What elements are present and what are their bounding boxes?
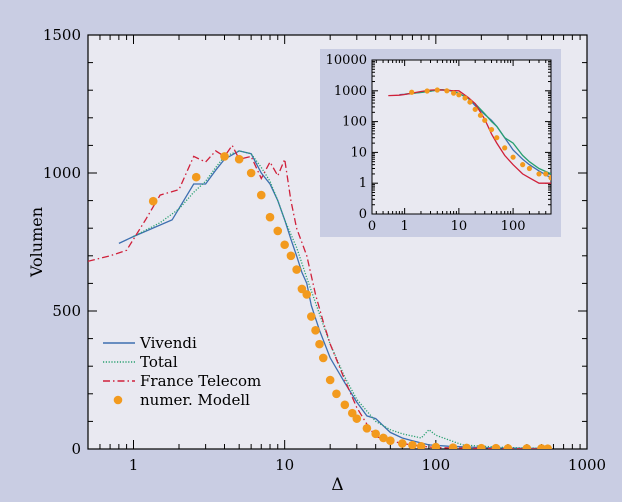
x-tick-label: 1 bbox=[129, 456, 139, 474]
inset-model-point bbox=[477, 112, 484, 118]
model-point bbox=[462, 443, 471, 449]
inset-x-tick-label: 100 bbox=[501, 219, 526, 234]
model-point bbox=[302, 290, 312, 299]
model-point bbox=[408, 440, 417, 449]
y-tick-label: 1000 bbox=[43, 164, 81, 182]
series-line-total bbox=[133, 150, 542, 449]
x-axis-label: Δ bbox=[331, 475, 343, 495]
model-point bbox=[292, 265, 301, 274]
main-series-group bbox=[88, 144, 553, 449]
model-point bbox=[311, 326, 320, 335]
inset-model-point bbox=[502, 145, 508, 151]
model-point bbox=[273, 226, 283, 236]
model-point bbox=[431, 442, 441, 449]
model-point bbox=[379, 433, 388, 443]
model-point bbox=[280, 240, 289, 250]
inset-model-point bbox=[494, 135, 500, 141]
model-point bbox=[352, 414, 362, 423]
x-tick-label: 1000 bbox=[568, 456, 606, 474]
y-tick-label: 500 bbox=[52, 302, 81, 320]
model-point bbox=[297, 284, 307, 294]
legend-label: Vivendi bbox=[139, 334, 197, 352]
legend-label: Total bbox=[140, 353, 178, 371]
inset-model-point bbox=[424, 88, 430, 94]
inset-x-tick-label: 1 bbox=[401, 219, 409, 234]
inset-y-tick-label: 10 bbox=[350, 145, 367, 160]
model-point bbox=[503, 444, 513, 449]
inset-model-point bbox=[456, 92, 462, 98]
inset-y-tick-label: 1 bbox=[359, 176, 367, 191]
model-point bbox=[397, 439, 407, 448]
inset-model-point bbox=[488, 126, 495, 133]
inset-model-point bbox=[543, 171, 549, 177]
model-point bbox=[286, 251, 296, 261]
y-tick-label: 0 bbox=[71, 440, 81, 458]
inset-y-tick-label: 0 bbox=[359, 207, 367, 222]
inset-model-point bbox=[526, 165, 533, 172]
inset-y-tick-label: 10000 bbox=[326, 53, 367, 68]
inset-model-point bbox=[510, 154, 516, 160]
inset-model-point bbox=[520, 162, 526, 168]
inset-plot-area bbox=[371, 59, 552, 215]
model-point bbox=[371, 429, 380, 439]
inset-series-group bbox=[388, 87, 551, 184]
model-point bbox=[416, 441, 426, 449]
model-point bbox=[340, 400, 350, 410]
model-point bbox=[256, 190, 266, 200]
y-tick-label: 1500 bbox=[43, 26, 81, 44]
model-point bbox=[220, 152, 229, 161]
inset-model-point bbox=[467, 99, 473, 105]
legend-label: France Telecom bbox=[140, 372, 261, 390]
model-point bbox=[306, 312, 316, 321]
series-line-france-telecom bbox=[88, 144, 542, 449]
model-point bbox=[191, 172, 201, 182]
x-tick-label: 10 bbox=[275, 456, 294, 474]
inset-model-point bbox=[444, 88, 450, 94]
model-point bbox=[325, 375, 335, 385]
model-point bbox=[234, 154, 244, 164]
inset-model-point bbox=[434, 87, 440, 93]
x-tick-label: 100 bbox=[422, 456, 451, 474]
model-point bbox=[265, 212, 275, 222]
model-point bbox=[332, 389, 341, 399]
inset-model-point bbox=[472, 106, 478, 112]
model-point bbox=[318, 353, 328, 363]
model-point bbox=[522, 444, 532, 449]
model-point bbox=[315, 339, 324, 349]
model-point bbox=[491, 443, 501, 449]
inset-model-point bbox=[536, 171, 542, 177]
inset-x-tick-label: 10 bbox=[451, 219, 468, 234]
model-point bbox=[362, 424, 372, 433]
inset-y-tick-label: 100 bbox=[342, 115, 367, 130]
model-point bbox=[448, 443, 458, 449]
model-point bbox=[477, 443, 486, 449]
inset-x-tick-label: 0 bbox=[368, 219, 376, 234]
inset-model-point bbox=[462, 95, 468, 101]
inset-model-point bbox=[409, 89, 415, 95]
y-axis-label: Volumen bbox=[27, 207, 46, 278]
model-point bbox=[543, 444, 553, 449]
legend-label: numer. Modell bbox=[140, 391, 250, 409]
inset-y-tick-label: 1000 bbox=[334, 84, 367, 99]
model-point bbox=[246, 168, 256, 178]
model-point bbox=[386, 436, 395, 446]
legend-marker bbox=[113, 395, 123, 405]
inset-model-point bbox=[548, 175, 551, 181]
inset-model-point bbox=[451, 90, 457, 96]
model-point bbox=[148, 196, 158, 206]
inset-model-point bbox=[482, 117, 488, 123]
